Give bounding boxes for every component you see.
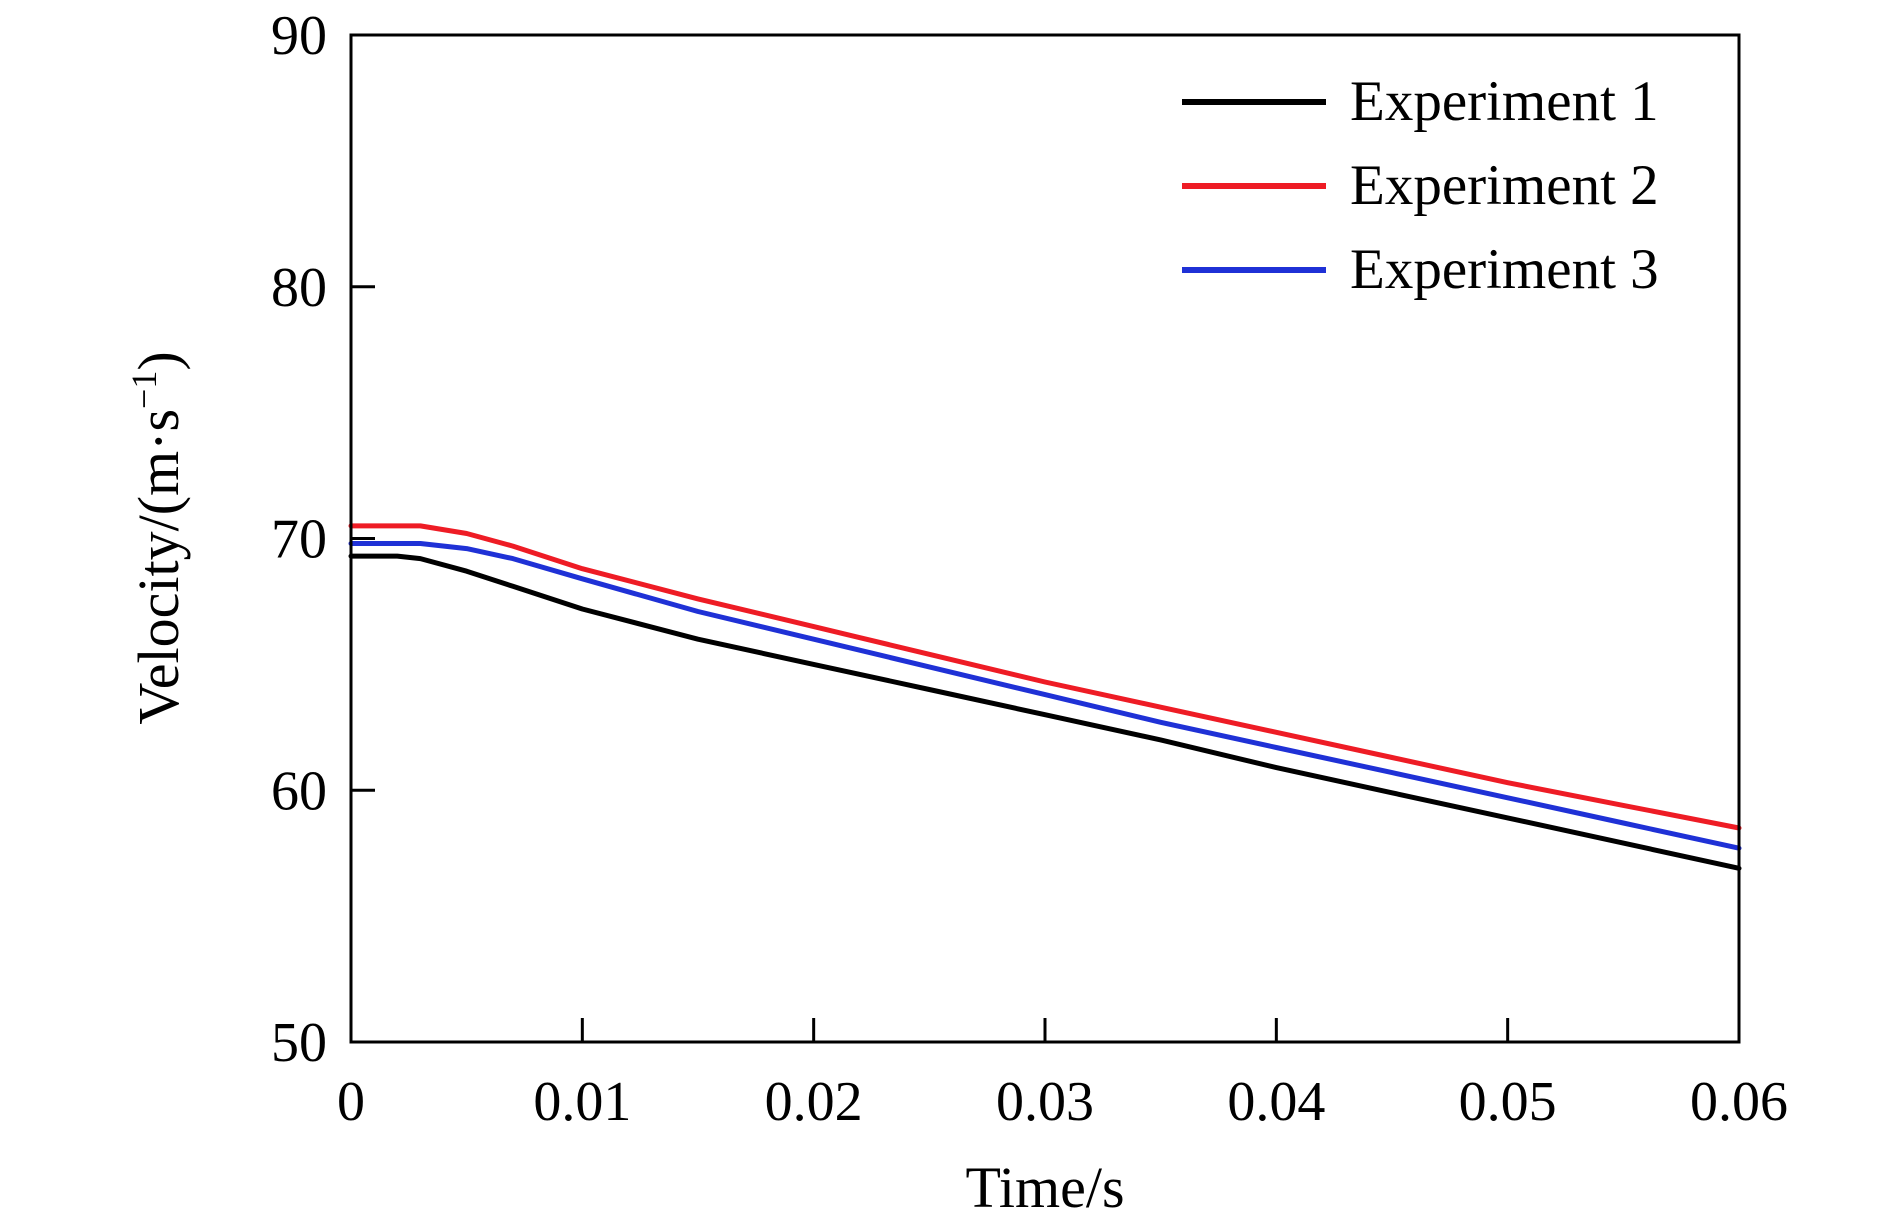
x-tick-label: 0.04 (1227, 1071, 1325, 1133)
y-tick-label: 60 (271, 760, 327, 822)
y-tick-label: 90 (271, 5, 327, 67)
x-tick-label: 0 (337, 1071, 365, 1133)
x-tick-label: 0.02 (765, 1071, 863, 1133)
ticks-layer: 0 0.01 0.02 0.03 0.04 0.05 0.06 50 60 70 80 90 (271, 5, 1788, 1133)
legend-label-experiment-3: Experiment 3 (1350, 238, 1659, 301)
legend-label-experiment-2: Experiment 2 (1350, 154, 1659, 217)
series-line-experiment-1 (348, 553, 1742, 871)
y-tick-label: 50 (271, 1012, 327, 1074)
x-tick-label: 0.05 (1459, 1071, 1557, 1133)
series-layer (348, 523, 1742, 871)
y-axis-title: Velocity/(m·s−1) (124, 351, 191, 724)
legend-label-experiment-1: Experiment 1 (1350, 70, 1659, 133)
x-tick-label: 0.01 (533, 1071, 631, 1133)
y-axis-title-close: ) (126, 351, 191, 370)
x-tick-label: 0.03 (996, 1071, 1094, 1133)
series-line-experiment-3 (348, 541, 1742, 851)
y-tick-label: 70 (271, 509, 327, 571)
x-axis-title: Time/s (965, 1155, 1124, 1210)
legend: Experiment 1 Experiment 2 Experiment 3 (1182, 70, 1659, 301)
y-axis-title-superscript: −1 (124, 371, 164, 409)
y-axis-title-main: Velocity/(m·s (126, 409, 191, 725)
y-tick-label: 80 (271, 257, 327, 319)
series-line-experiment-2 (348, 523, 1742, 831)
x-tick-label: 0.06 (1690, 1071, 1788, 1133)
